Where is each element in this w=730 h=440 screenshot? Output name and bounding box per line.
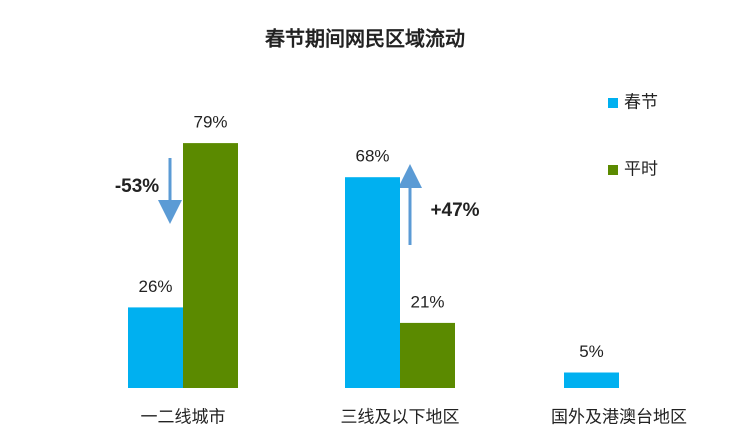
annotation: +47% xyxy=(430,200,479,221)
bar xyxy=(400,322,455,388)
value-label: 5% xyxy=(579,342,604,361)
legend-label: 春节 xyxy=(624,92,658,111)
value-label: 79% xyxy=(193,113,227,132)
legend-swatch xyxy=(608,98,618,108)
value-label: 68% xyxy=(355,147,389,166)
value-label: 21% xyxy=(410,292,444,311)
value-label: 26% xyxy=(138,277,172,296)
x-tick-label: 三线及以下地区 xyxy=(341,407,460,426)
legend-swatch xyxy=(608,165,618,175)
x-tick-label: 国外及港澳台地区 xyxy=(551,407,687,426)
x-tick-label: 一二线城市 xyxy=(141,407,226,426)
bar xyxy=(183,143,238,388)
bar xyxy=(128,307,183,388)
chart-title: 春节期间网民区域流动 xyxy=(264,26,465,50)
bar xyxy=(345,177,400,388)
annotation: -53% xyxy=(115,176,159,197)
legend-label: 平时 xyxy=(624,159,658,178)
bar xyxy=(564,372,619,388)
